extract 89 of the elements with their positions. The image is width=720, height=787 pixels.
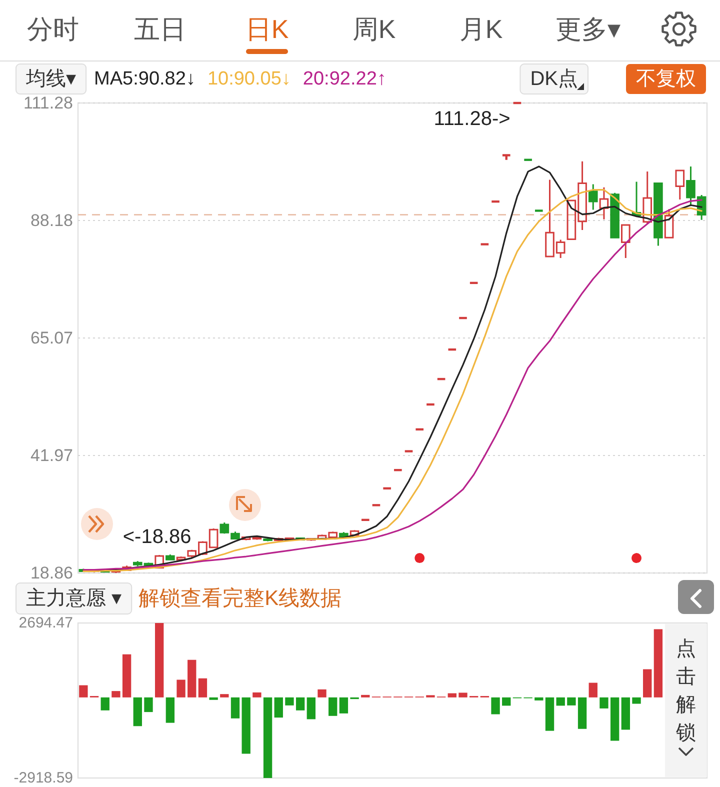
text: 分时 [27,14,79,44]
annotation: 点击解锁 [675,638,696,744]
y-tick-label: 88.18 [30,210,73,230]
candlestick [588,184,598,210]
bar [133,697,142,726]
bar [567,697,576,706]
candlestick [350,529,360,536]
bar [122,654,132,698]
candlestick [490,200,501,203]
bar [502,697,511,706]
bar [285,697,294,706]
candlestick [154,554,164,569]
bar [632,697,641,704]
text: 五日 [134,14,186,44]
bar [491,697,500,714]
bar [112,691,120,698]
bar [198,678,208,698]
candlestick [501,154,512,161]
candlestick [642,170,652,225]
bar [328,697,338,716]
bar [600,697,608,708]
bar [242,697,250,754]
candlestick [458,316,468,320]
bar [534,697,544,700]
bar [545,697,554,731]
bar [144,697,153,712]
y-tick-label: 65.07 [30,328,73,348]
bar [306,697,316,720]
bar [556,697,565,706]
y-tick-label: 2694.47 [18,614,73,632]
bar [654,629,663,698]
bar [166,697,175,723]
candlestick [263,537,272,542]
candlestick [664,208,674,238]
bar [361,694,370,698]
bar [252,692,262,698]
candlestick [621,224,630,259]
bar [339,697,348,714]
candlestick [241,536,251,541]
annotation: <-18.86 [122,526,192,548]
candlestick [111,570,121,574]
bar [230,697,240,718]
y-tick-label: -2918.59 [14,770,73,786]
candlestick [360,518,370,522]
text: DK点 [530,68,578,90]
bar [155,623,164,698]
bar [79,685,88,698]
text: 周K [352,14,396,44]
bar [274,697,283,718]
bar [318,689,326,698]
text: 更多▾ [555,14,621,44]
bar [188,660,196,698]
text: 20:92.22↑ [302,68,386,90]
bar [458,692,468,698]
y-tick-label: 18.86 [30,564,73,582]
text: 日K [245,14,290,44]
bar [100,697,110,710]
candlestick [306,538,316,542]
bar [176,680,186,698]
candlestick [166,554,175,561]
text: 月K [459,14,504,44]
y-tick-label: 41.97 [30,446,73,465]
bar [220,694,229,698]
text: 不复权 [636,68,696,90]
bar [588,682,598,698]
y-tick-label: 111.28 [24,94,73,112]
candlestick [610,192,620,238]
text: 解锁查看完整K线数据 [138,587,342,610]
candlestick [675,170,685,200]
text: 均线▾ [25,68,76,90]
bar [578,697,587,729]
text: MA5:90.82↓ [94,68,196,90]
candlestick [425,403,436,406]
bar [263,697,272,778]
candlestick [252,536,262,540]
text: 10:90.05↓ [207,68,291,90]
bar [621,697,630,730]
candlestick [599,186,609,220]
text: 主力意愿 ▾ [26,586,122,610]
candlestick [654,182,663,247]
annotation: 111.28-> [434,108,510,130]
bar [296,697,305,710]
bar [643,669,652,698]
candlestick [447,348,458,351]
bar [610,697,620,741]
bar [448,693,456,698]
bar [209,697,218,700]
candlestick [392,468,403,472]
candlestick [176,556,186,562]
